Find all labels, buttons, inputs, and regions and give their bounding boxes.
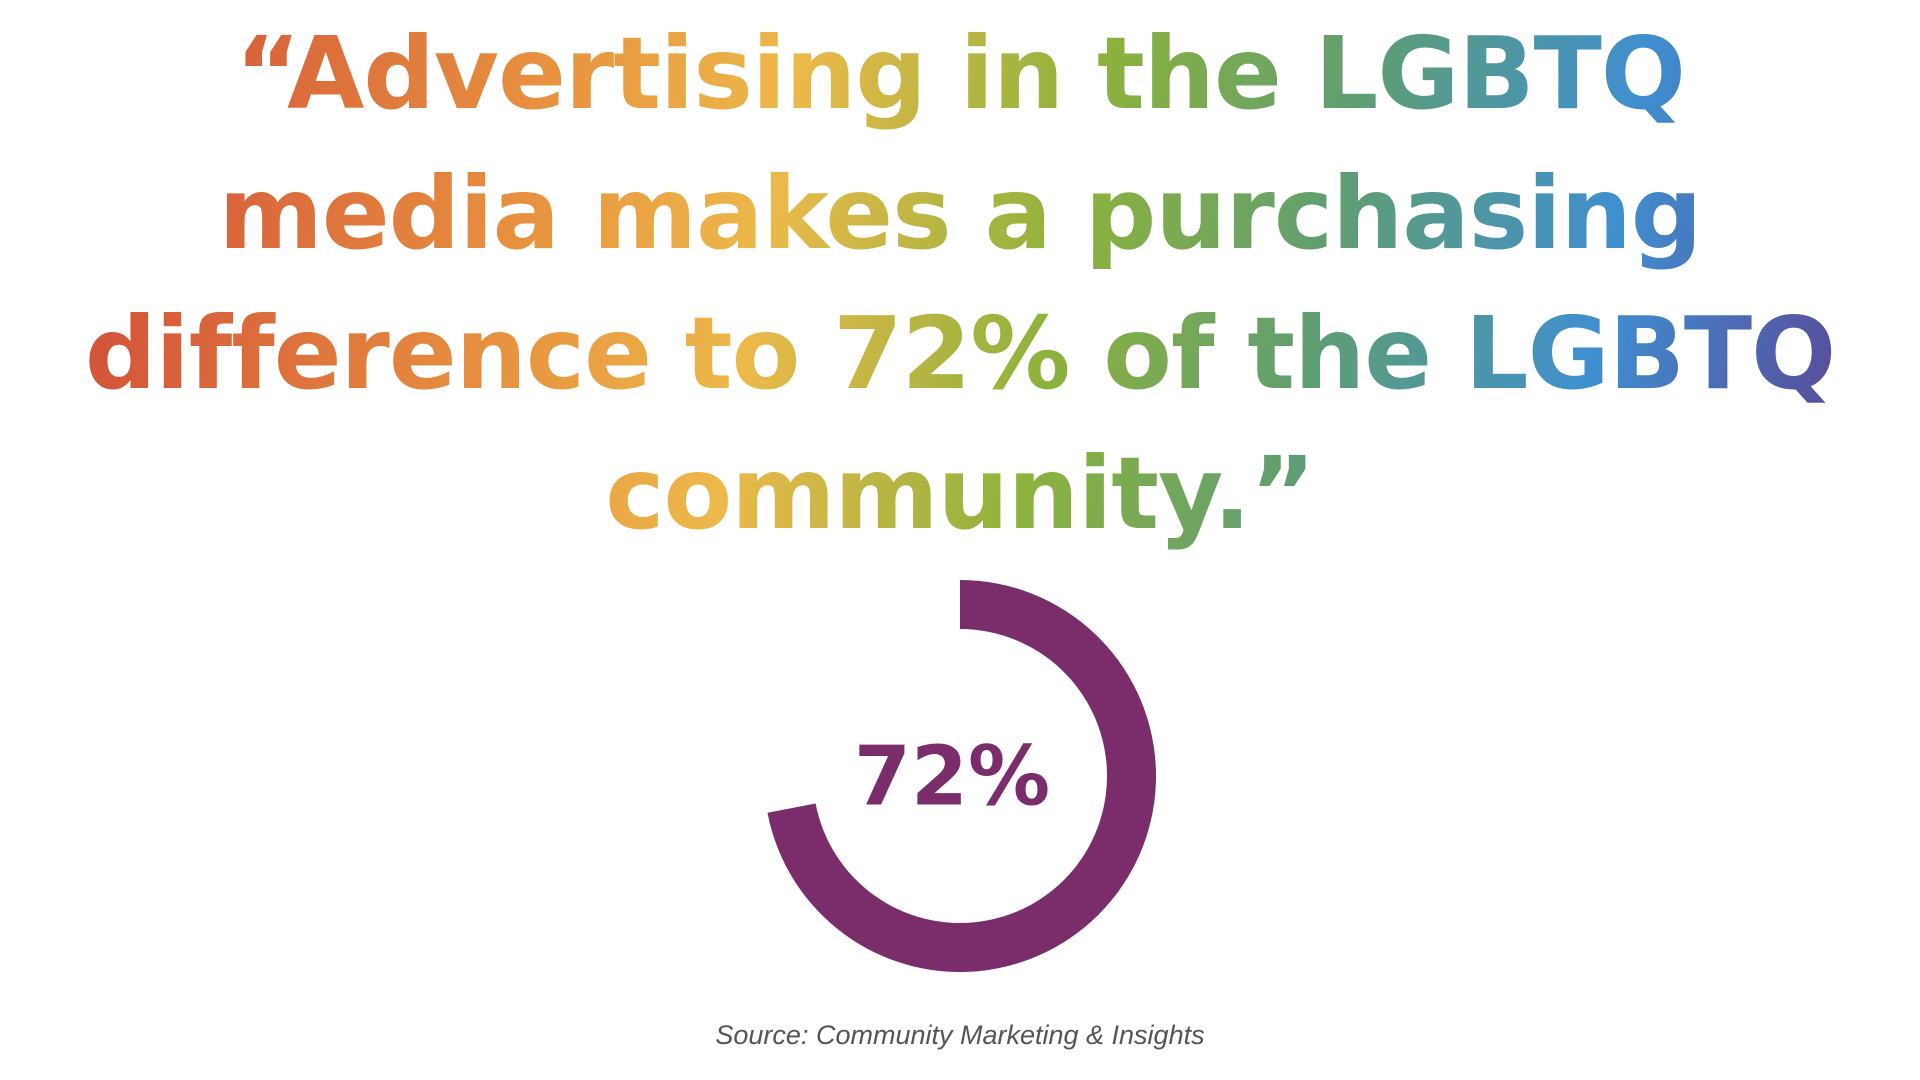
center-label: 72% — [854, 729, 1050, 824]
source-note: Source: Community Marketing & Insights — [715, 1020, 1205, 1050]
